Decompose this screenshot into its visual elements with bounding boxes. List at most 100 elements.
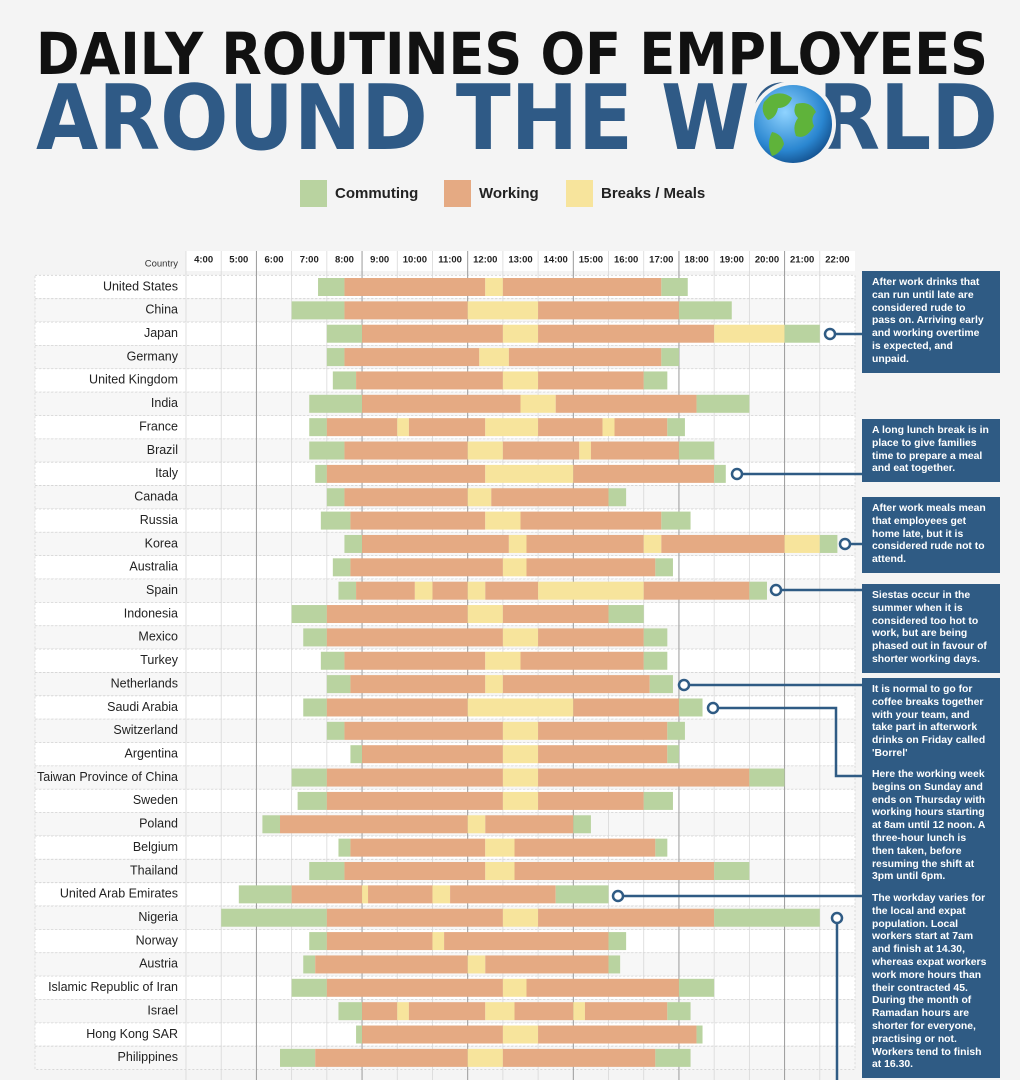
x-tick-label: 19:00 — [720, 255, 744, 266]
segment — [485, 675, 503, 694]
segment — [678, 698, 703, 717]
row-label: Norway — [136, 933, 179, 947]
segment — [344, 534, 363, 553]
segment — [467, 301, 539, 320]
segment — [467, 1048, 503, 1067]
segment — [555, 394, 697, 413]
x-tick-label: 14:00 — [544, 255, 568, 266]
row-label: Spain — [146, 583, 178, 597]
row-label: Israel — [147, 1003, 178, 1017]
segment — [362, 885, 369, 904]
segment — [502, 324, 539, 343]
segment — [326, 464, 486, 483]
segment — [362, 534, 509, 553]
segment — [350, 675, 486, 694]
globe — [750, 81, 836, 167]
connector-dot — [823, 327, 837, 341]
segment — [526, 558, 656, 577]
x-tick-label: 13:00 — [508, 255, 532, 266]
segment — [356, 1025, 363, 1044]
row-label: Turkey — [140, 653, 178, 667]
segment — [467, 815, 486, 834]
x-tick-label: 10:00 — [403, 255, 427, 266]
segment — [643, 581, 750, 600]
segment — [303, 698, 327, 717]
segment — [526, 978, 679, 997]
segment — [280, 815, 468, 834]
row-label: Mexico — [138, 630, 178, 644]
row-label: Sweden — [133, 793, 178, 807]
segment — [749, 768, 785, 787]
segment — [344, 651, 486, 670]
segment — [538, 301, 679, 320]
row-label: Germany — [127, 349, 179, 363]
legend-label: Breaks / Meals — [601, 185, 705, 202]
annotation: After work meals mean that employees get… — [862, 497, 1000, 573]
segment — [408, 418, 486, 437]
segment — [538, 418, 603, 437]
segment — [661, 348, 679, 367]
connector-dot — [730, 467, 744, 481]
x-tick-label: 9:00 — [370, 255, 389, 266]
row-label: China — [145, 303, 178, 317]
segment — [238, 885, 292, 904]
segment — [538, 371, 644, 390]
annotation: It is normal to go for coffee breaks tog… — [862, 678, 1000, 767]
segment — [502, 558, 527, 577]
segment — [608, 932, 627, 951]
segment — [643, 651, 668, 670]
segment — [514, 862, 715, 880]
x-tick-label: 12:00 — [473, 255, 497, 266]
row-header: Country — [145, 259, 179, 270]
row-label: Brazil — [147, 443, 178, 457]
segment — [450, 885, 556, 904]
segment — [326, 978, 503, 997]
x-tick-label: 4:00 — [194, 255, 213, 266]
segment — [608, 488, 627, 507]
segment — [590, 441, 679, 460]
segment — [467, 955, 486, 974]
segment — [444, 932, 609, 951]
x-tick-label: 20:00 — [755, 255, 779, 266]
segment — [819, 534, 838, 553]
segment — [280, 1048, 316, 1067]
segment — [362, 394, 521, 413]
segment — [608, 605, 644, 624]
segment — [538, 628, 644, 647]
segment — [714, 464, 726, 483]
segment — [326, 721, 345, 740]
segment — [502, 1025, 539, 1044]
row-label: Saudi Arabia — [107, 700, 178, 714]
segment — [678, 441, 715, 460]
row-label: Poland — [139, 817, 178, 831]
segment — [502, 978, 527, 997]
segment — [291, 301, 345, 320]
segment — [784, 324, 820, 343]
row-label: Netherlands — [111, 676, 178, 690]
segment — [661, 511, 691, 530]
segment — [667, 721, 685, 740]
x-tick-label: 5:00 — [229, 255, 248, 266]
segment — [318, 278, 345, 296]
segment — [326, 932, 433, 951]
segment — [362, 1002, 398, 1021]
segment — [326, 418, 398, 437]
segment — [309, 862, 345, 880]
segment — [326, 628, 503, 647]
segment — [514, 1002, 574, 1021]
segment — [573, 1002, 585, 1021]
segment — [326, 768, 503, 787]
segment — [315, 464, 327, 483]
annotation: After work drinks that can run until lat… — [862, 271, 1000, 373]
segment — [309, 441, 345, 460]
header-band — [186, 251, 855, 271]
x-tick-label: 7:00 — [300, 255, 319, 266]
segment — [291, 768, 327, 787]
segment — [326, 605, 468, 624]
connector-dot — [611, 889, 625, 903]
segment — [573, 698, 679, 717]
segment — [538, 581, 644, 600]
row-label: Canada — [134, 490, 178, 504]
segment — [526, 534, 644, 553]
